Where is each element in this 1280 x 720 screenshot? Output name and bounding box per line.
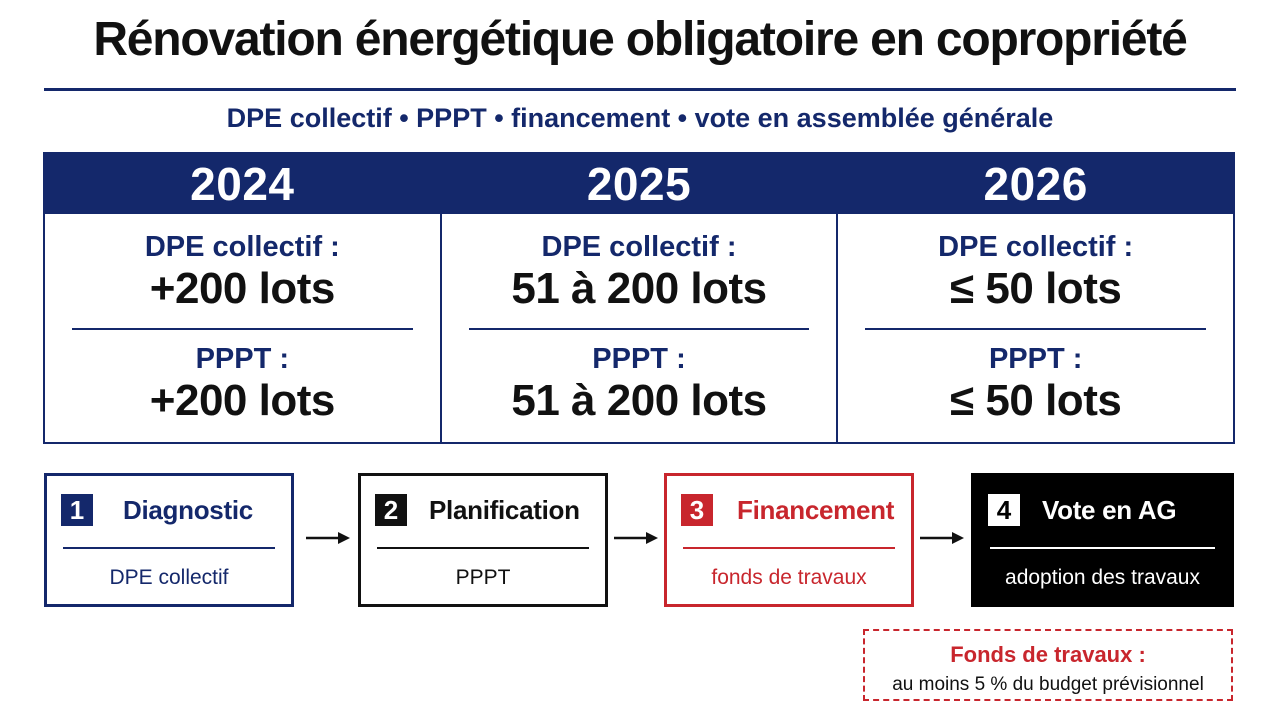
dpe-block: DPE collectif : ≤ 50 lots: [838, 230, 1233, 314]
pppt-block: PPPT : +200 lots: [45, 342, 440, 426]
year-column-2024: 2024 DPE collectif : +200 lots PPPT : +2…: [45, 154, 442, 442]
step-divider: [377, 547, 589, 549]
dpe-value: ≤ 50 lots: [950, 264, 1122, 313]
year-column-2025: 2025 DPE collectif : 51 à 200 lots PPPT …: [441, 154, 839, 442]
step-name: Planification: [429, 494, 580, 525]
step-subtitle: DPE collectif: [109, 566, 229, 589]
dpe-label: DPE collectif :: [938, 231, 1134, 263]
page-title: Rénovation énergétique obligatoire en co…: [93, 13, 1188, 66]
title-divider: [44, 88, 1236, 91]
note-text: au moins 5 % du budget prévisionnel: [892, 674, 1204, 695]
dpe-value: 51 à 200 lots: [511, 264, 767, 313]
pppt-label: PPPT :: [195, 343, 290, 375]
year-divider: [468, 328, 810, 330]
step-number: 2: [375, 494, 407, 526]
year-divider: [72, 328, 413, 330]
pppt-block: PPPT : ≤ 50 lots: [838, 342, 1233, 426]
step-name: Vote en AG: [1042, 494, 1177, 525]
timeline-table: 2024 DPE collectif : +200 lots PPPT : +2…: [43, 152, 1235, 444]
step-planification: 2 Planification PPPT: [358, 473, 608, 607]
dpe-label: DPE collectif :: [541, 231, 737, 263]
step-divider: [683, 547, 895, 549]
step-divider: [990, 547, 1215, 549]
step-subtitle: fonds de travaux: [711, 566, 867, 589]
arrow-right-icon: [920, 530, 964, 546]
step-subtitle: adoption des travaux: [1005, 566, 1200, 589]
step-subtitle: PPPT: [455, 566, 511, 589]
dpe-block: DPE collectif : 51 à 200 lots: [442, 230, 837, 314]
pppt-label: PPPT :: [988, 343, 1083, 375]
pppt-label: PPPT :: [592, 343, 686, 375]
arrow-right-icon: [306, 530, 350, 546]
step-name: Diagnostic: [123, 494, 253, 525]
year-divider: [865, 328, 1207, 330]
step-divider: [63, 547, 275, 549]
step-number: 4: [988, 494, 1020, 526]
step-name: Financement: [737, 494, 895, 525]
pppt-block: PPPT : 51 à 200 lots: [442, 342, 837, 426]
dpe-label: DPE collectif :: [144, 231, 340, 263]
arrow-right-icon: [614, 530, 658, 546]
note-title: Fonds de travaux :: [950, 642, 1146, 667]
year-header: 2026: [838, 154, 1234, 214]
dpe-value: +200 lots: [149, 264, 336, 313]
pppt-value: +200 lots: [149, 376, 336, 425]
year-header: 2025: [441, 154, 837, 214]
dpe-block: DPE collectif : +200 lots: [45, 230, 440, 314]
pppt-value: ≤ 50 lots: [950, 376, 1122, 425]
step-number: 3: [681, 494, 713, 526]
step-vote-ag: 4 Vote en AG adoption des travaux: [971, 473, 1234, 607]
year-header: 2024: [45, 154, 440, 214]
step-number: 1: [61, 494, 93, 526]
pppt-value: 51 à 200 lots: [511, 376, 767, 425]
year-column-2026: 2026 DPE collectif : ≤ 50 lots PPPT : ≤ …: [838, 154, 1234, 442]
step-financement: 3 Financement fonds de travaux: [664, 473, 914, 607]
page-subtitle: DPE collectif • PPPT • financement • vot…: [226, 103, 1054, 133]
step-diagnostic: 1 Diagnostic DPE collectif: [44, 473, 294, 607]
fonds-travaux-note: Fonds de travaux : au moins 5 % du budge…: [863, 629, 1233, 701]
